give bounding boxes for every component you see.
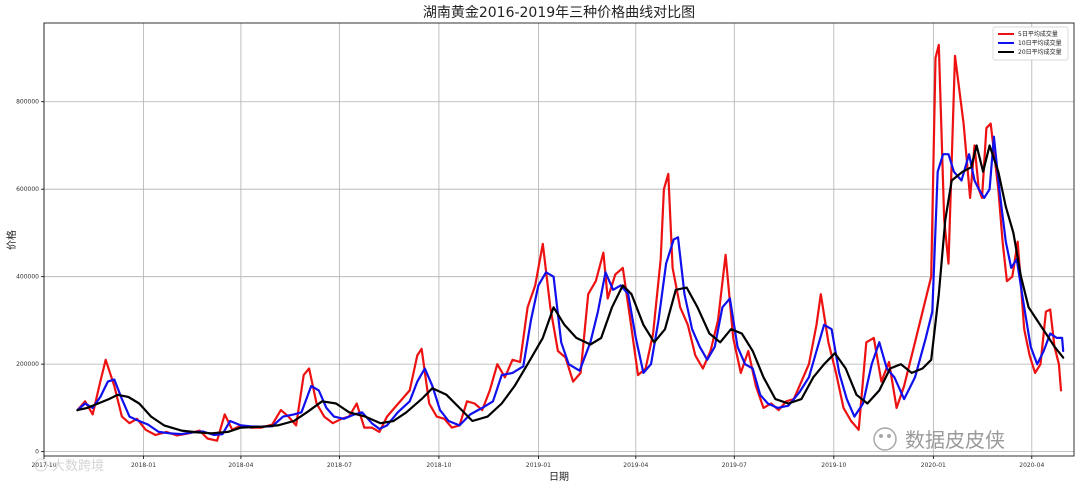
x-tick-label: 2018-01 [131, 462, 156, 469]
series-layer [76, 43, 1065, 442]
y-tick-label: 600000 [16, 186, 39, 193]
x-tick-label: 2019-04 [623, 462, 648, 469]
grid [43, 23, 1074, 456]
x-tick-label: 2019-10 [821, 462, 846, 469]
x-tick-label: 2018-04 [228, 462, 253, 469]
x-tick-label: 2019-01 [526, 462, 551, 469]
x-tick-label: 2019-07 [722, 462, 747, 469]
x-tick-label: 2018-10 [426, 462, 451, 469]
watermark-group: 数据皮皮侠 大数跨境 [34, 427, 1005, 474]
x-tick-label: 2018-07 [327, 462, 352, 469]
wechat-icon [873, 427, 897, 451]
brand-icon [34, 458, 48, 472]
y-tick-label: 800000 [16, 99, 39, 106]
series-line-1 [76, 43, 1063, 442]
legend-label-1: 5日平均成交量 [1018, 30, 1058, 38]
chart-title: 湖南黄金2016-2019年三种价格曲线对比图 [423, 4, 695, 21]
x-tick-label: 2020-04 [1019, 462, 1044, 469]
y-tick-label: 400000 [16, 274, 39, 281]
legend-label-2: 10日平均成交量 [1018, 39, 1062, 47]
y-tick-label: 200000 [16, 361, 39, 368]
series-line-2 [76, 135, 1065, 437]
y-tick-label: 0 [35, 449, 39, 456]
y-axis-label: 价格 [5, 230, 18, 250]
legend-label-3: 20日平均成交量 [1018, 48, 1062, 56]
series-line-3 [76, 144, 1065, 435]
x-tick-label: 2020-01 [921, 462, 946, 469]
x-axis-label: 日期 [549, 471, 569, 483]
watermark-text-left: 大数跨境 [52, 459, 104, 474]
x-axis-ticks: 2017-10 2018-01 2018-04 2018-07 2018-10 2019-… [31, 456, 1045, 469]
watermark-text: 数据皮皮侠 [905, 428, 1005, 452]
x-tick-label: 2017-10 [31, 462, 56, 469]
plot-area [43, 22, 1075, 457]
y-axis-ticks: 0 200000 400000 600000 800000 [16, 99, 44, 456]
